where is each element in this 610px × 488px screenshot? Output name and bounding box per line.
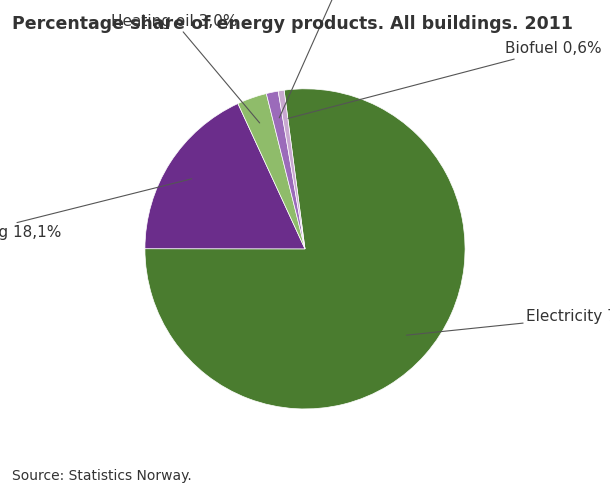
Wedge shape	[278, 90, 305, 249]
Text: Heating oil 3,0%: Heating oil 3,0%	[111, 14, 260, 123]
Text: District heating 18,1%: District heating 18,1%	[0, 179, 192, 241]
Text: Biofuel 0,6%: Biofuel 0,6%	[288, 41, 601, 119]
Text: Natural gas 1,2%: Natural gas 1,2%	[271, 0, 403, 118]
Wedge shape	[238, 94, 305, 249]
Wedge shape	[145, 103, 305, 249]
Text: Source: Statistics Norway.: Source: Statistics Norway.	[12, 469, 192, 483]
Wedge shape	[267, 91, 305, 249]
Wedge shape	[145, 89, 465, 409]
Text: Electricity 77,1%: Electricity 77,1%	[406, 308, 610, 335]
Text: Percentage share of energy products. All buildings. 2011: Percentage share of energy products. All…	[12, 15, 573, 33]
